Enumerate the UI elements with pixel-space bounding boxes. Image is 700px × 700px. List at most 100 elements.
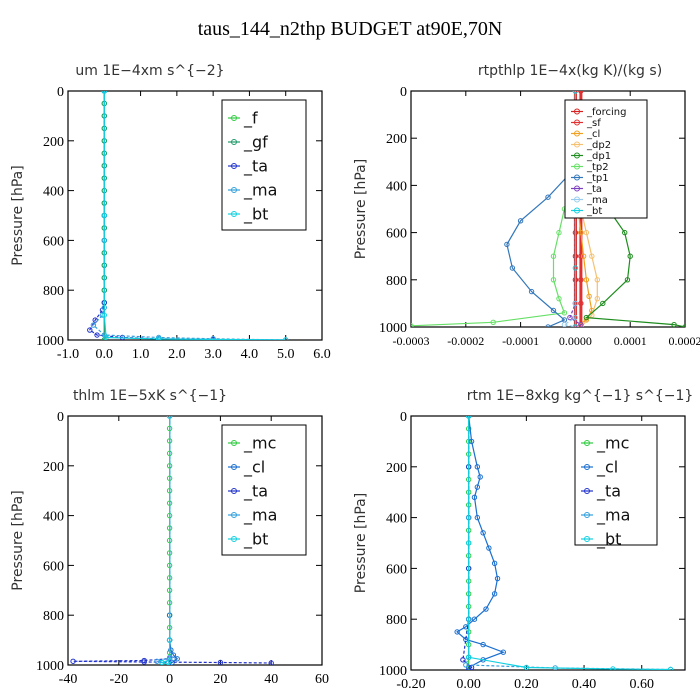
data-point (465, 654, 472, 660)
data-point (166, 657, 173, 663)
panel-title: rtpthlp 1E−4x(kg K)/(kg s) (478, 63, 662, 79)
panel-title: thlm 1E−5xK s^{−1} (73, 388, 227, 404)
data-point (517, 218, 524, 224)
x-tick-label: 6.0 (313, 347, 331, 362)
data-point (682, 324, 685, 327)
legend-label: _cl (243, 458, 265, 478)
data-point (528, 288, 535, 295)
x-tick-label: -0.20 (396, 677, 425, 692)
data-point (567, 314, 573, 321)
legend-label: _cl (596, 458, 618, 478)
y-tick-label: 600 (386, 227, 407, 242)
data-point (70, 658, 76, 664)
data-point (578, 229, 584, 236)
data-point (550, 307, 557, 314)
data-point (550, 277, 557, 283)
legend-label: _bt (586, 206, 602, 217)
data-point (480, 530, 486, 536)
data-point (465, 667, 472, 670)
series-group (87, 91, 289, 340)
data-point (480, 641, 486, 648)
data-point (583, 229, 590, 236)
data-point (580, 253, 587, 259)
y-tick-label: 0 (57, 85, 64, 100)
data-point (494, 575, 501, 582)
x-tick-label: -0.0002 (447, 334, 484, 348)
data-point (474, 514, 481, 521)
legend-label: _ta (243, 482, 268, 502)
legend-marker (231, 139, 237, 145)
y-axis-label: Pressure [hPa] (353, 493, 369, 593)
legend-label: _tp1 (586, 173, 609, 184)
x-tick-label: 1.0 (132, 347, 150, 362)
data-point (671, 321, 677, 327)
data-point (610, 666, 616, 670)
data-point (578, 300, 584, 307)
data-point (87, 327, 93, 333)
legend-marker (231, 464, 237, 470)
data-point (90, 322, 97, 328)
x-tick-label: 0.0000 (559, 334, 592, 348)
data-point (168, 647, 174, 653)
data-point (624, 277, 631, 283)
data-point (545, 324, 551, 327)
data-point (556, 229, 562, 236)
series-line-cl (456, 416, 506, 669)
x-tick-label: -0.0003 (393, 334, 430, 348)
x-tick-label: 5.0 (277, 347, 295, 362)
legend-marker (584, 512, 590, 518)
legend-label: _gf (243, 133, 268, 153)
y-tick-label: 200 (43, 460, 64, 475)
data-point (509, 265, 516, 271)
legend-marker (231, 512, 237, 518)
x-tick-label: 0.60 (629, 677, 654, 692)
data-point (463, 662, 469, 668)
y-tick-label: 400 (43, 185, 64, 200)
chart-thlm: thlm 1E−5xK s^{−1} Pressure [hPa] -40 -20 0 2… (10, 388, 329, 687)
y-tick-label: 200 (386, 461, 407, 476)
legend-label: _ma (586, 195, 608, 206)
x-tick-label: -0.0001 (502, 334, 539, 348)
x-tick-label: 40 (264, 672, 278, 687)
y-tick-label: 0 (400, 85, 407, 100)
data-point (465, 416, 472, 419)
legend-marker (231, 163, 237, 169)
data-point (572, 91, 579, 94)
legend-label: _bt (596, 530, 621, 550)
data-point (283, 337, 289, 340)
x-tick-label: 3.0 (204, 347, 222, 362)
panel-title: um 1E−4xm s^{−2} (75, 63, 224, 79)
data-point (545, 194, 551, 200)
legend-marker (574, 141, 580, 148)
legend-label: _mc (243, 434, 276, 454)
series-line-ta (462, 416, 473, 670)
legend-marker (574, 119, 580, 126)
data-point (594, 295, 601, 302)
data-point (477, 474, 483, 480)
series-line-ta (569, 91, 583, 327)
x-tick-label: 0.0002 (669, 334, 700, 348)
y-tick-label: 1000 (379, 321, 407, 336)
series-line-cl (169, 416, 179, 665)
data-point (583, 277, 590, 283)
data-point (210, 336, 216, 340)
series-line-bt (103, 91, 286, 340)
legend-label: _ta (586, 184, 602, 195)
data-point (94, 332, 100, 338)
chart-rtpthlp: rtpthlp 1E−4x(kg K)/(kg s) Pressure [hPa]… (353, 63, 700, 348)
data-point (141, 659, 147, 665)
data-point (523, 664, 530, 670)
data-point (217, 659, 224, 665)
data-point (583, 314, 590, 321)
x-tick-label: 0 (166, 672, 173, 687)
data-point (411, 323, 414, 327)
data-point (491, 591, 498, 597)
data-point (101, 312, 107, 318)
plot-frame (67, 415, 323, 666)
data-point (578, 91, 584, 94)
legend-label: _tp2 (586, 162, 609, 173)
series-line-bt (160, 416, 171, 665)
series-line-tp2 (411, 161, 576, 327)
y-tick-label: 400 (43, 510, 64, 525)
legend-label: _ma (596, 506, 630, 526)
